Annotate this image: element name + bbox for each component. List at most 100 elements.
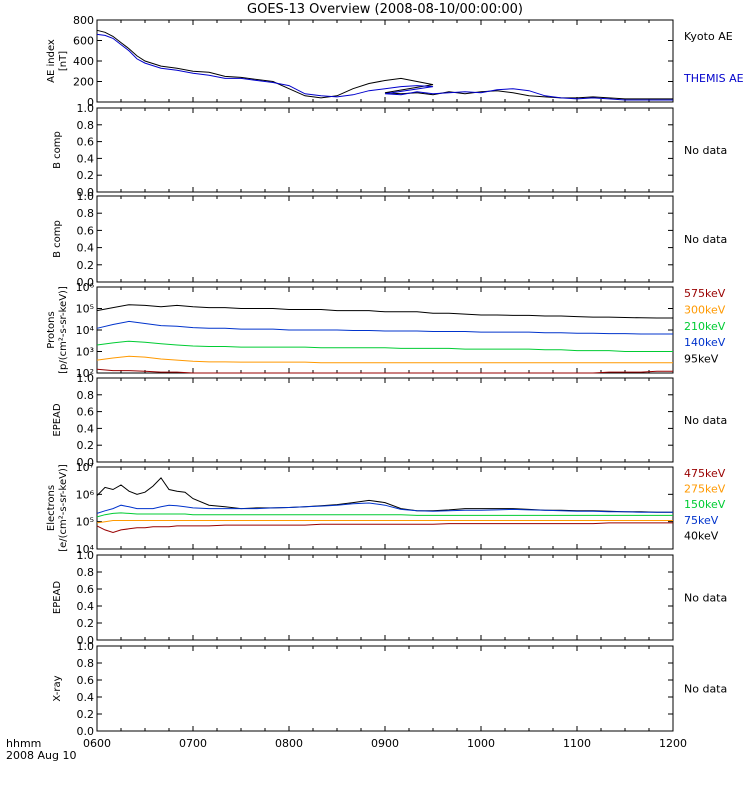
x-tick-label: 0900 — [371, 737, 399, 750]
legend-entry: 300keV — [684, 303, 726, 316]
y-tick-label: 0.6 — [77, 583, 95, 596]
x-tick-label: 0600 — [83, 737, 111, 750]
y-tick-label: 0.4 — [77, 152, 95, 165]
x-tick-label: 1000 — [467, 737, 495, 750]
y-tick-label: 10⁶ — [76, 488, 95, 501]
panel-epead1: 0.0 0.2 0.4 0.6 0.8 1.0 EPEAD No data — [52, 372, 727, 469]
y-tick-label: 0.8 — [77, 657, 95, 670]
figure-title: GOES-13 Overview (2008-08-10/00:00:00) — [247, 2, 523, 17]
y-tick-label: 0.2 — [77, 259, 95, 272]
legend-entry: 575keV — [684, 287, 726, 300]
y-tick-label: 0.8 — [77, 389, 95, 402]
y-tick-label: 10⁵ — [76, 303, 94, 316]
y-tick-label: 600 — [73, 35, 94, 48]
y-tick-label: 10⁴ — [76, 543, 95, 556]
y-tick-label: 10⁶ — [76, 281, 95, 294]
y-tick-label: 0.6 — [77, 136, 95, 149]
y-tick-label: 0.0 — [77, 634, 95, 647]
y-tick-label: 0.4 — [77, 242, 95, 255]
legend-entry: 150keV — [684, 498, 726, 511]
y-axis-label: AE index — [46, 39, 57, 83]
x-tick-label: 1100 — [563, 737, 591, 750]
legend-entry: 210keV — [684, 320, 726, 333]
legend-entry: 475keV — [684, 467, 726, 480]
y-axis-label: Electrons — [46, 485, 57, 531]
series-line-475kev — [96, 522, 673, 534]
legend-entry: 40keV — [684, 529, 719, 542]
panel-frame — [96, 554, 674, 641]
date-axis-label: 2008 Aug 10 — [6, 749, 76, 762]
panel-epead2: 0.0 0.2 0.4 0.6 0.8 1.0 EPEAD No data — [52, 549, 727, 647]
y-tick-label: 10⁵ — [76, 516, 94, 529]
no-data-label: No data — [684, 592, 727, 605]
y-tick-label: 10⁴ — [76, 324, 95, 337]
legend-entry: THEMIS AE — [683, 72, 744, 85]
panel-frame — [96, 466, 674, 550]
y-tick-label: 200 — [73, 76, 94, 89]
y-tick-label: 0.8 — [77, 566, 95, 579]
y-tick-label: 0.0 — [77, 456, 95, 469]
y-tick-label: 0.0 — [77, 725, 95, 738]
no-data-label: No data — [684, 683, 727, 696]
series-line-140kev — [96, 320, 673, 335]
y-axis-label: B comp — [52, 131, 63, 169]
series-line-themis-ae — [96, 33, 673, 101]
y-tick-label: 0.6 — [77, 406, 95, 419]
no-data-label: No data — [684, 414, 727, 427]
series-line-275kev — [96, 520, 673, 524]
legend-entry: Kyoto AE — [684, 30, 733, 43]
panel-electrons: 10⁴ 10⁵ 10⁶ 10⁷ Electrons [e/(cm²-s-sr-keV)] 4… — [46, 461, 726, 556]
x-tick-label: 0800 — [275, 737, 303, 750]
y-tick-label: 800 — [73, 14, 94, 27]
y-tick-label: 10⁷ — [76, 461, 94, 474]
y-tick-label: 1.0 — [77, 372, 95, 385]
y-tick-label: 0.8 — [77, 207, 95, 220]
y-axis-label: EPEAD — [52, 581, 63, 615]
series-line-150kev — [96, 512, 673, 518]
no-data-label: No data — [684, 144, 727, 157]
y-tick-label: 0.2 — [77, 708, 95, 721]
legend-entry: 140keV — [684, 336, 726, 349]
no-data-label: No data — [684, 233, 727, 246]
y-tick-label: 10² — [76, 367, 94, 380]
series-line-75kev — [96, 502, 673, 514]
panel-frame — [96, 195, 674, 283]
panel-protons: 10² 10³ 10⁴ 10⁵ 10⁶ Protons [p/(cm²-s-sr-keV)]… — [46, 281, 726, 380]
y-tick-label: 1.0 — [77, 190, 95, 203]
y-tick-label: 0.2 — [77, 439, 95, 452]
x-tick-label: 1200 — [659, 737, 687, 750]
y-tick-label: 0.4 — [77, 600, 95, 613]
panel-ae: 0 200 400 600 800 AE index [nT] Kyoto AE THEMIS … — [46, 14, 744, 109]
y-tick-label: 0.2 — [77, 169, 95, 182]
panel-frame — [96, 107, 674, 193]
y-axis-label: B comp — [52, 220, 63, 258]
time-axis-label: hhmm — [6, 737, 41, 750]
legend-entry: 75keV — [684, 514, 719, 527]
legend-entry: 95keV — [684, 353, 719, 366]
series-line-40kev — [96, 477, 673, 513]
y-tick-label: 400 — [73, 55, 94, 68]
y-tick-label: 0.6 — [77, 224, 95, 237]
panel-frame — [96, 645, 674, 732]
y-tick-label: 1.0 — [77, 549, 95, 562]
y-tick-label: 0.0 — [77, 186, 95, 199]
panel-stack: 0 200 400 600 800 AE index [nT] Kyoto AE THEMIS … — [46, 14, 744, 750]
series-line-300kev — [96, 355, 673, 364]
y-tick-label: 0.2 — [77, 617, 95, 630]
panel-bcomp2: 0.0 0.2 0.4 0.6 0.8 1.0 B comp No data — [52, 190, 727, 289]
y-axis-label: X-ray — [52, 675, 63, 701]
y-tick-label: 0.6 — [77, 674, 95, 687]
series-line-210kev — [96, 340, 673, 352]
y-tick-label: 10³ — [76, 346, 94, 359]
y-axis-label: [p/(cm²-s-sr-keV)] — [58, 286, 69, 374]
y-axis-label: EPEAD — [52, 403, 63, 437]
y-tick-label: 1.0 — [77, 102, 95, 115]
panel-bcomp1: 0.0 0.2 0.4 0.6 0.8 1.0 B comp No data — [52, 102, 727, 199]
legend-entry: 275keV — [684, 483, 726, 496]
y-tick-label: 0.4 — [77, 422, 95, 435]
series-line-95kev — [96, 304, 673, 319]
panel-xray: 0.0 0.2 0.4 0.6 0.8 1.0 0600 0700 0800 0900 1000 11… — [52, 640, 727, 750]
series-line-575kev — [96, 368, 673, 374]
y-tick-label: 0.4 — [77, 691, 95, 704]
